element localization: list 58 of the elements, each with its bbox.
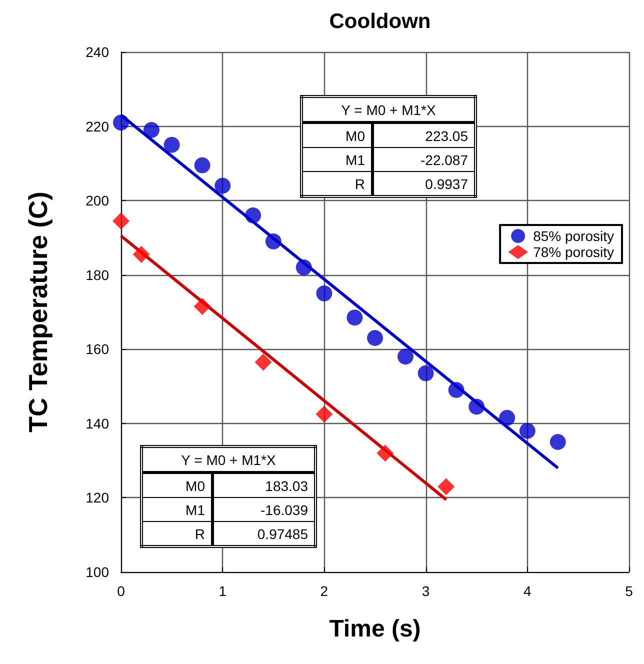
y-axis-title: TC Temperature (C) xyxy=(23,192,53,432)
annotation: 0.97485 xyxy=(212,522,316,546)
point xyxy=(112,212,130,230)
point xyxy=(397,348,414,365)
point xyxy=(418,365,434,382)
annotation: M1 xyxy=(302,148,372,172)
point xyxy=(316,285,332,302)
point xyxy=(519,422,536,439)
y-tick-label: 200 xyxy=(86,192,110,209)
point xyxy=(367,330,383,346)
x-axis-title: Time (s) xyxy=(329,616,421,642)
annotation: -16.039 xyxy=(212,498,316,522)
point xyxy=(376,444,394,462)
point xyxy=(346,310,363,326)
y-tick-label: 100 xyxy=(86,564,110,580)
annotation: R xyxy=(302,172,372,196)
y-tick-label: 220 xyxy=(86,118,110,134)
point xyxy=(550,434,566,450)
point xyxy=(265,233,282,250)
point xyxy=(132,246,150,263)
annotation: M0 xyxy=(302,122,372,148)
point xyxy=(468,398,485,415)
point xyxy=(438,478,455,496)
annotation: Y = M0 + M1*X xyxy=(142,446,316,472)
x-tick-label: 3 xyxy=(422,583,430,599)
point xyxy=(113,114,129,131)
annotation: M0 xyxy=(142,472,212,498)
point xyxy=(164,136,180,153)
legend-label: 78% porosity xyxy=(533,244,614,260)
point xyxy=(499,410,516,426)
x-tick-label: 2 xyxy=(320,583,328,599)
annotation: M1 xyxy=(142,498,212,522)
y-tick-label: 160 xyxy=(86,341,110,358)
point xyxy=(214,178,231,194)
point xyxy=(316,406,333,423)
point xyxy=(143,122,160,138)
point xyxy=(254,354,272,371)
point xyxy=(245,207,262,224)
annotation: -22.087 xyxy=(372,148,476,172)
annotation: 223.05 xyxy=(372,122,476,148)
annotation: 183.03 xyxy=(212,472,316,498)
point xyxy=(194,157,210,174)
x-tick-label: 0 xyxy=(117,583,126,599)
y-tick-label: 180 xyxy=(86,266,110,283)
annotation: Y = M0 + M1*X xyxy=(302,96,476,122)
annotation: R xyxy=(142,522,212,546)
annotation: 0.9937 xyxy=(372,172,476,196)
point xyxy=(194,298,211,315)
x-tick-label: 1 xyxy=(218,583,227,599)
x-tick-label: 4 xyxy=(524,583,532,599)
legend-label: 85% porosity xyxy=(533,228,614,244)
y-tick-label: 140 xyxy=(86,415,110,432)
point xyxy=(448,382,464,398)
chart-title: Cooldown xyxy=(329,10,431,33)
y-tick-label: 240 xyxy=(86,44,110,60)
y-tick-label: 120 xyxy=(86,490,110,506)
x-tick-label: 5 xyxy=(625,583,634,599)
point xyxy=(296,259,312,276)
